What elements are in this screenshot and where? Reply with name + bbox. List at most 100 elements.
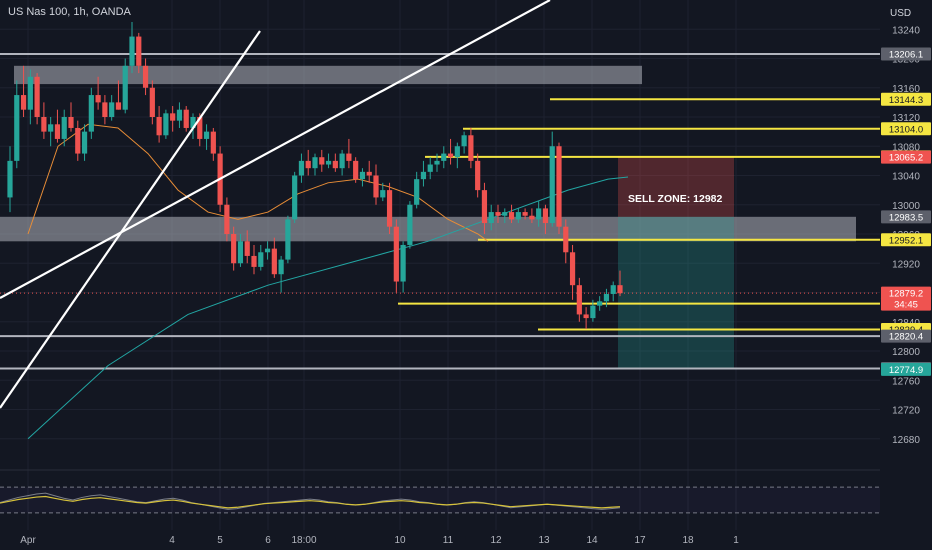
price-label: 12774.9 <box>889 365 923 376</box>
candle-body <box>339 153 345 169</box>
horizontal-levels[interactable] <box>0 53 880 370</box>
price-axis-bg <box>880 0 932 550</box>
price-label: 12879.2 <box>889 289 923 300</box>
candle-body <box>468 135 474 161</box>
candle-body <box>400 244 406 282</box>
time-tick-label: 13 <box>538 535 550 546</box>
candle-body <box>81 131 88 154</box>
candle-body <box>475 160 481 191</box>
candle-body <box>488 212 494 224</box>
candle-body <box>305 160 311 169</box>
time-tick-label: 11 <box>443 535 454 546</box>
candle-body <box>603 293 610 302</box>
candle-body <box>454 146 460 158</box>
candle-body <box>556 146 562 227</box>
candle-body <box>386 190 393 227</box>
candle-body <box>597 301 603 306</box>
candle-body <box>590 305 596 319</box>
price-label-bg <box>881 150 931 164</box>
support-resistance-zone <box>14 65 642 85</box>
price-tick-label: 12680 <box>892 435 920 446</box>
time-tick-label: 10 <box>394 535 406 546</box>
candle-body <box>292 175 298 220</box>
rsi-signal-line <box>0 495 621 509</box>
candle-body <box>27 76 33 110</box>
price-tick-label: 12760 <box>892 376 920 387</box>
price-axis[interactable]: 1324013200131601312013080130401300012960… <box>880 0 932 550</box>
rsi-band <box>0 487 880 513</box>
candle-body <box>48 124 54 132</box>
candle-body <box>224 204 230 234</box>
candle-body <box>68 117 74 128</box>
countdown-label: 34:45 <box>894 300 918 311</box>
price-label: 13206.1 <box>889 50 923 61</box>
candle-body <box>156 117 162 136</box>
price-tick-label: 13160 <box>892 84 920 95</box>
time-tick-label: 17 <box>634 535 646 546</box>
rsi-line <box>0 492 621 510</box>
candle-body <box>563 226 569 253</box>
candle-body <box>393 226 399 282</box>
currency-label: USD <box>890 8 911 19</box>
candle-body <box>278 259 284 275</box>
candle-body <box>380 190 386 198</box>
candle-body <box>237 241 244 264</box>
trendlines[interactable] <box>0 0 551 409</box>
candle-body <box>332 160 338 169</box>
candle-body <box>163 113 169 136</box>
time-tick-label: 1 <box>733 535 739 546</box>
candle-body <box>197 117 203 139</box>
price-tick-label: 12800 <box>892 347 920 358</box>
price-label: 13104.0 <box>889 124 923 135</box>
symbol-title: US Nas 100, 1h, OANDA <box>8 6 132 18</box>
price-label-bg <box>881 47 931 61</box>
candle-body <box>427 164 433 172</box>
candle-body <box>244 241 250 256</box>
candle-body <box>264 248 271 253</box>
candle-body <box>122 65 128 110</box>
time-tick-label: 12 <box>490 535 502 546</box>
candle-body <box>14 95 20 161</box>
price-tick-label: 12720 <box>892 406 920 417</box>
time-axis[interactable]: Apr 4 5 6 18:00 10 11 12 13 14 17 18 1 <box>0 530 932 550</box>
candle-body <box>373 175 379 198</box>
candle-body <box>41 117 47 132</box>
candle-body <box>75 127 81 154</box>
price-label-bg <box>881 210 931 224</box>
candle-body <box>407 204 413 245</box>
candle-body <box>298 160 305 176</box>
rsi-pane: 80.0040.00 <box>0 469 913 520</box>
trendline-upper <box>0 0 551 299</box>
candle-body <box>325 160 332 165</box>
candle-body <box>109 102 115 117</box>
candles <box>7 21 623 330</box>
candle-body <box>203 131 210 139</box>
price-tick-label: 13240 <box>892 25 920 36</box>
candle-body <box>414 179 420 205</box>
candle-body <box>95 95 101 103</box>
candle-body <box>231 234 237 264</box>
candle-body <box>149 87 155 117</box>
candle-body <box>576 285 582 315</box>
candle-body <box>617 285 623 294</box>
moving-average-orange <box>27 123 489 242</box>
price-label-bg <box>881 286 931 311</box>
time-tick-label: 5 <box>217 535 223 546</box>
trendline-lower <box>0 30 261 409</box>
moving-averages <box>27 123 629 440</box>
candle-body <box>346 153 352 161</box>
price-label: 13065.2 <box>889 153 923 164</box>
time-tick-label: 18 <box>682 535 694 546</box>
candle-body <box>536 208 542 220</box>
candle-body <box>434 160 440 165</box>
time-axis-bg <box>0 530 932 550</box>
candle-body <box>102 102 108 117</box>
price-tick-label: 13080 <box>892 142 920 153</box>
short-position[interactable]: SELL ZONE: 12982 <box>618 157 734 370</box>
price-tick-label: 13040 <box>892 172 920 183</box>
candle-body <box>319 157 325 165</box>
price-tick-label: 13000 <box>892 201 920 212</box>
price-label: 12983.5 <box>889 212 923 223</box>
